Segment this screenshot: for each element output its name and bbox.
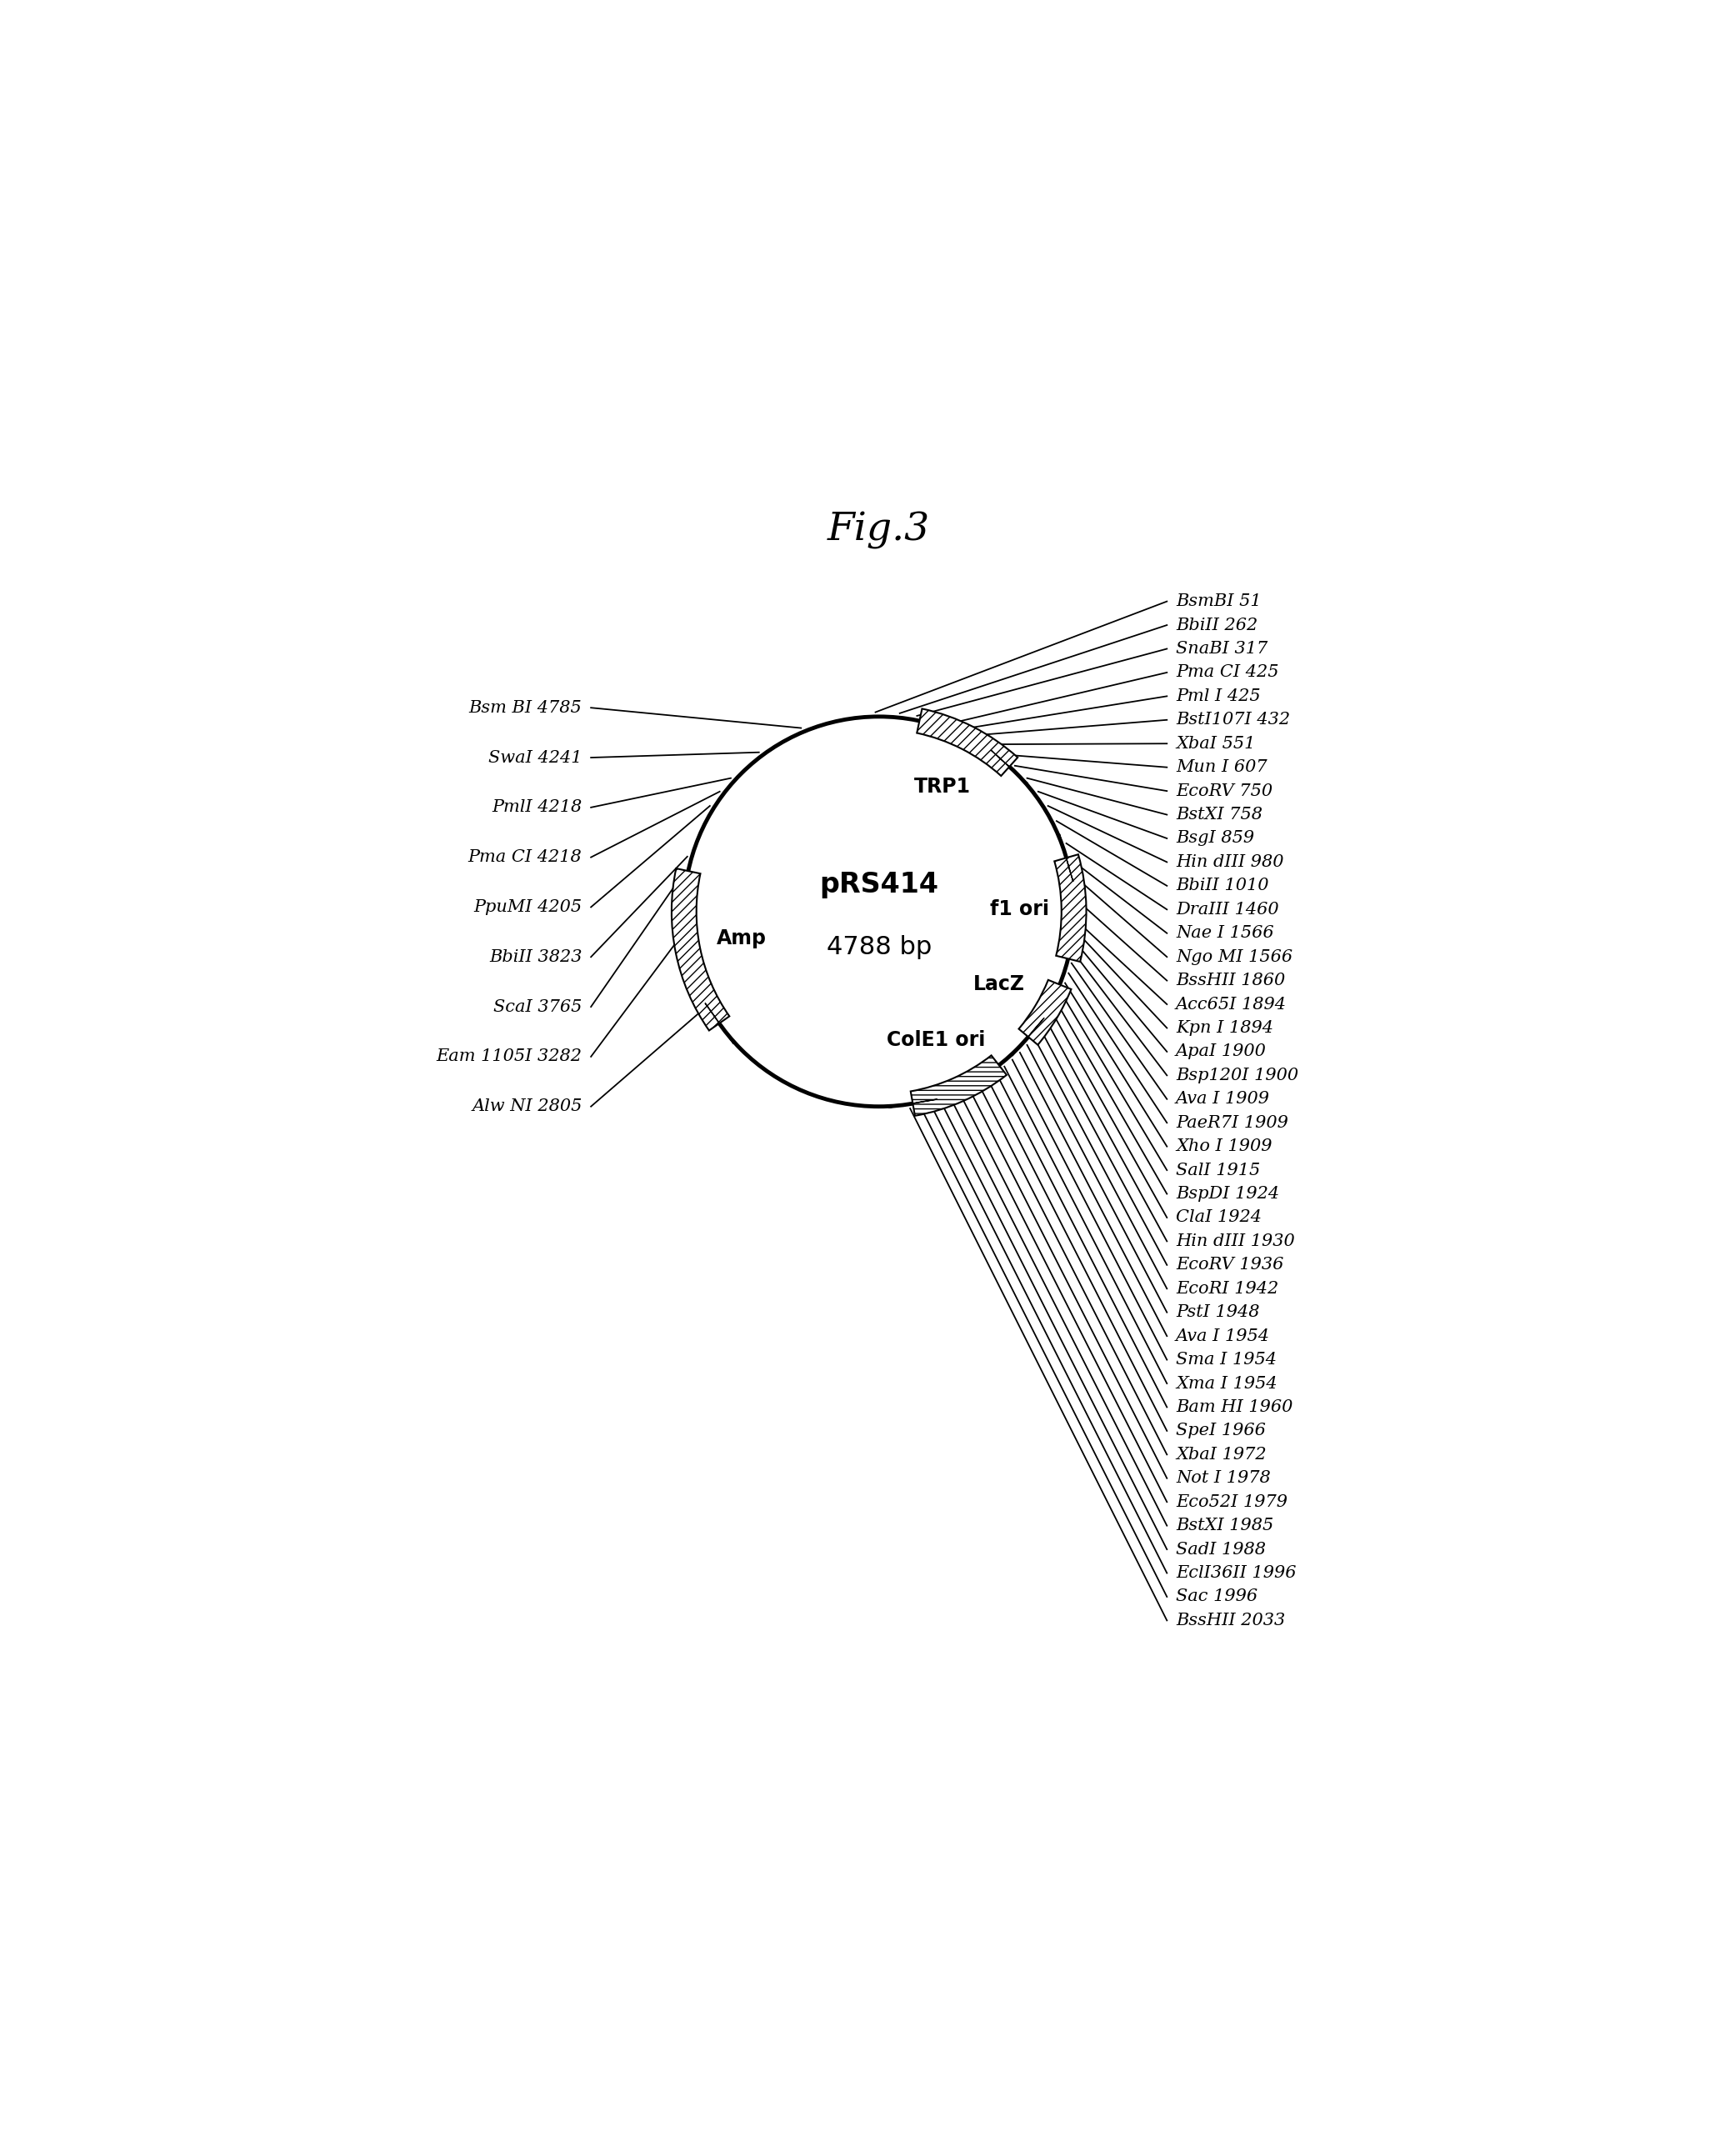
- Text: BspDI 1924: BspDI 1924: [1176, 1186, 1279, 1201]
- Text: Sac 1996: Sac 1996: [1176, 1589, 1257, 1604]
- Text: XbaI 551: XbaI 551: [1176, 735, 1255, 752]
- Text: Kpn I 1894: Kpn I 1894: [1176, 1020, 1273, 1035]
- Text: BbiII 1010: BbiII 1010: [1176, 877, 1269, 895]
- Text: Xma I 1954: Xma I 1954: [1176, 1376, 1278, 1391]
- Text: BstXI 1985: BstXI 1985: [1176, 1518, 1274, 1533]
- Text: BsmBI 51: BsmBI 51: [1176, 593, 1261, 610]
- Wedge shape: [1019, 981, 1072, 1046]
- Text: TRP1: TRP1: [914, 776, 971, 796]
- Wedge shape: [1055, 854, 1086, 962]
- Text: Ngo MI 1566: Ngo MI 1566: [1176, 949, 1293, 964]
- Text: EcoRV 750: EcoRV 750: [1176, 783, 1273, 800]
- Polygon shape: [705, 1003, 734, 1044]
- Wedge shape: [918, 709, 1017, 776]
- Text: BbiII 3823: BbiII 3823: [489, 949, 581, 966]
- Text: Xho I 1909: Xho I 1909: [1176, 1138, 1273, 1153]
- Text: SalI 1915: SalI 1915: [1176, 1162, 1261, 1177]
- Text: Amp: Amp: [717, 929, 767, 949]
- Text: BssHII 2033: BssHII 2033: [1176, 1613, 1285, 1628]
- Text: Bam HI 1960: Bam HI 1960: [1176, 1399, 1293, 1414]
- Text: f1 ori: f1 ori: [990, 899, 1050, 918]
- Text: pRS414: pRS414: [820, 871, 938, 899]
- Text: BstXI 758: BstXI 758: [1176, 806, 1262, 824]
- Text: Pma CI 425: Pma CI 425: [1176, 664, 1279, 681]
- Text: Not I 1978: Not I 1978: [1176, 1470, 1271, 1485]
- Text: PaeR7I 1909: PaeR7I 1909: [1176, 1115, 1288, 1130]
- Text: PstI 1948: PstI 1948: [1176, 1304, 1259, 1319]
- Text: Nae I 1566: Nae I 1566: [1176, 925, 1274, 942]
- Text: SadI 1988: SadI 1988: [1176, 1542, 1266, 1557]
- Text: Ava I 1954: Ava I 1954: [1176, 1328, 1269, 1343]
- Text: Hin dIII 980: Hin dIII 980: [1176, 854, 1285, 871]
- Text: BstI107I 432: BstI107I 432: [1176, 711, 1290, 729]
- Wedge shape: [672, 869, 729, 1031]
- Text: EcoRV 1936: EcoRV 1936: [1176, 1257, 1283, 1272]
- Text: ColE1 ori: ColE1 ori: [887, 1031, 986, 1050]
- Text: Ava I 1909: Ava I 1909: [1176, 1091, 1269, 1106]
- Polygon shape: [888, 1100, 936, 1108]
- Text: XbaI 1972: XbaI 1972: [1176, 1447, 1266, 1462]
- Text: 4788 bp: 4788 bp: [827, 936, 931, 959]
- Text: Eam 1105I 3282: Eam 1105I 3282: [436, 1048, 581, 1065]
- Text: SnaBI 317: SnaBI 317: [1176, 640, 1267, 658]
- Text: Eco52I 1979: Eco52I 1979: [1176, 1494, 1288, 1509]
- Text: BbiII 262: BbiII 262: [1176, 617, 1257, 634]
- Text: Bsp120I 1900: Bsp120I 1900: [1176, 1067, 1298, 1082]
- Text: Alw NI 2805: Alw NI 2805: [472, 1100, 581, 1115]
- Polygon shape: [1012, 1018, 1044, 1056]
- Text: EcoRI 1942: EcoRI 1942: [1176, 1281, 1278, 1296]
- Text: ScaI 3765: ScaI 3765: [494, 998, 581, 1015]
- Text: DraIII 1460: DraIII 1460: [1176, 901, 1279, 918]
- Text: Pml I 425: Pml I 425: [1176, 688, 1261, 705]
- Text: SwaI 4241: SwaI 4241: [489, 750, 581, 765]
- Text: ClaI 1924: ClaI 1924: [1176, 1210, 1262, 1225]
- Text: Bsm BI 4785: Bsm BI 4785: [468, 701, 581, 716]
- Text: Mun I 607: Mun I 607: [1176, 759, 1267, 776]
- Text: EclI36II 1996: EclI36II 1996: [1176, 1565, 1297, 1580]
- Text: BssHII 1860: BssHII 1860: [1176, 972, 1285, 987]
- Text: Pma CI 4218: Pma CI 4218: [468, 849, 581, 865]
- Text: PmlI 4218: PmlI 4218: [492, 800, 581, 815]
- Text: Hin dIII 1930: Hin dIII 1930: [1176, 1233, 1295, 1248]
- Text: ApaI 1900: ApaI 1900: [1176, 1044, 1266, 1059]
- Text: LacZ: LacZ: [974, 975, 1026, 994]
- Text: PpuMI 4205: PpuMI 4205: [473, 899, 581, 914]
- Text: BsgI 859: BsgI 859: [1176, 830, 1254, 847]
- Polygon shape: [1060, 834, 1074, 882]
- Text: Acc65I 1894: Acc65I 1894: [1176, 996, 1286, 1011]
- Text: SpeI 1966: SpeI 1966: [1176, 1423, 1266, 1438]
- Wedge shape: [911, 1056, 1007, 1117]
- Text: Fig.3: Fig.3: [828, 511, 930, 550]
- Text: Sma I 1954: Sma I 1954: [1176, 1352, 1276, 1367]
- Polygon shape: [991, 750, 1027, 783]
